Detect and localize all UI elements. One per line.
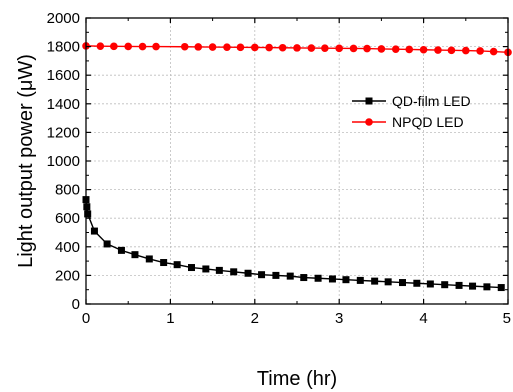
legend-item: NPQD LED xyxy=(352,114,464,130)
legend: QD-film LED NPQD LED xyxy=(352,93,471,130)
data-point xyxy=(300,274,308,282)
data-point xyxy=(236,43,245,52)
data-point xyxy=(434,46,442,54)
legend-item: QD-film LED xyxy=(352,93,471,109)
data-point xyxy=(138,42,147,51)
legend-label: NPQD LED xyxy=(392,114,464,130)
data-point xyxy=(272,271,280,279)
series-qd-film-led xyxy=(82,196,505,292)
data-point xyxy=(342,276,350,284)
x-tick-label: 5 xyxy=(503,310,511,327)
data-point xyxy=(476,47,484,55)
data-point xyxy=(426,280,434,288)
data-point xyxy=(110,42,118,51)
y-tick-label: 200 xyxy=(55,267,80,284)
series-npqd-led xyxy=(82,42,512,57)
data-point xyxy=(356,276,364,284)
data-point xyxy=(391,45,400,53)
data-point xyxy=(90,227,98,235)
y-tick-label: 600 xyxy=(55,210,80,227)
data-point xyxy=(194,43,203,51)
tick-labels: 0 200 400 600 800 1000 1200 1400 1600 1800 2000 0 1 2… xyxy=(47,10,511,327)
data-point xyxy=(483,283,491,291)
data-point xyxy=(160,259,168,267)
data-point xyxy=(131,251,139,259)
data-point xyxy=(173,261,181,269)
data-point xyxy=(307,44,316,52)
data-point xyxy=(202,265,210,273)
data-point xyxy=(314,274,322,282)
x-tick-label: 1 xyxy=(166,310,174,327)
data-point xyxy=(321,44,329,52)
y-tick-label: 2000 xyxy=(47,10,80,27)
y-axis-label: Light output power (μW) xyxy=(15,54,37,268)
x-tick-label: 4 xyxy=(419,310,427,327)
data-point xyxy=(84,210,92,218)
y-tick-label: 1600 xyxy=(47,67,80,84)
data-point xyxy=(215,266,223,274)
data-point xyxy=(335,44,344,53)
legend-label: QD-film LED xyxy=(392,93,471,109)
x-tick-label: 0 xyxy=(82,310,90,327)
legend-marker xyxy=(365,97,373,105)
y-tick-label: 1400 xyxy=(47,96,80,113)
data-point xyxy=(258,271,266,279)
data-point xyxy=(244,269,252,277)
data-point xyxy=(286,272,294,280)
data-point xyxy=(384,278,392,286)
y-tick-label: 800 xyxy=(55,182,80,199)
data-point xyxy=(349,44,358,53)
legend-marker xyxy=(365,118,373,126)
data-point xyxy=(455,281,463,289)
data-point xyxy=(117,246,125,254)
data-point xyxy=(469,282,477,290)
data-point xyxy=(230,268,238,276)
y-tick-label: 0 xyxy=(72,296,80,313)
data-point xyxy=(405,45,414,54)
y-tick-label: 1200 xyxy=(47,124,80,141)
data-point xyxy=(96,42,105,50)
y-tick-label: 1000 xyxy=(47,153,80,170)
y-tick-label: 400 xyxy=(55,239,80,256)
data-point xyxy=(293,44,301,52)
data-point xyxy=(447,46,456,55)
data-point xyxy=(103,240,111,248)
data-point xyxy=(83,203,91,211)
data-point xyxy=(124,42,132,51)
data-point xyxy=(265,43,273,52)
data-point xyxy=(188,264,195,272)
y-tick-label: 1800 xyxy=(47,39,80,56)
data-point xyxy=(497,284,505,292)
data-point xyxy=(462,46,470,55)
data-point xyxy=(152,42,160,51)
data-point xyxy=(145,255,153,263)
data-point xyxy=(208,43,217,51)
data-point xyxy=(371,277,379,285)
x-tick-label: 2 xyxy=(251,310,259,327)
data-point xyxy=(328,275,336,283)
data-point xyxy=(489,47,498,56)
data-point xyxy=(278,43,287,52)
x-axis-label: Time (hr) xyxy=(257,368,337,390)
data-point xyxy=(180,42,189,51)
data-point xyxy=(223,43,231,51)
axis-ticks xyxy=(85,17,509,305)
data-point xyxy=(419,45,428,54)
data-point xyxy=(413,279,421,287)
series-layer xyxy=(82,42,512,292)
data-point xyxy=(377,45,386,53)
data-point xyxy=(399,279,406,287)
x-tick-label: 3 xyxy=(335,310,343,327)
data-point xyxy=(363,44,371,53)
data-point xyxy=(251,43,259,52)
data-point xyxy=(441,281,449,289)
